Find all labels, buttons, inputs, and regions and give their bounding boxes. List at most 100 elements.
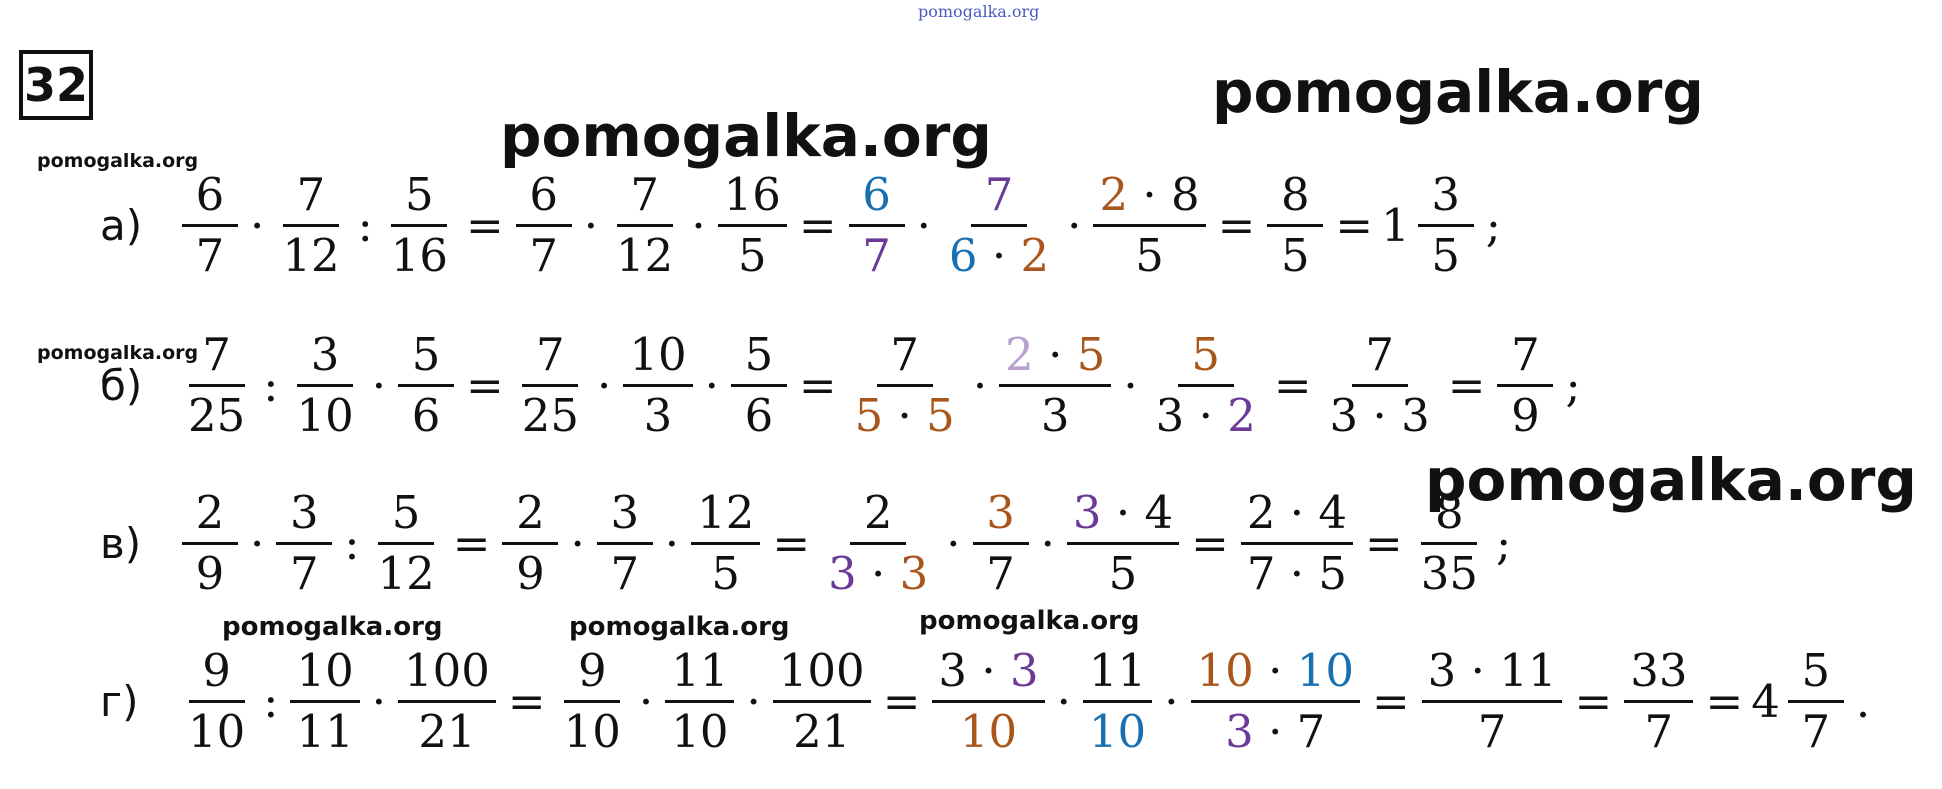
denominator: 6 bbox=[739, 387, 780, 445]
term: 33 bbox=[1630, 644, 1688, 697]
term: 10 bbox=[563, 705, 621, 758]
numerator: 16 bbox=[717, 166, 787, 227]
operator: · bbox=[746, 675, 761, 728]
denominator: 9 bbox=[190, 545, 231, 603]
operator: = bbox=[798, 359, 837, 412]
denominator: 10 bbox=[665, 703, 734, 761]
numerator: 7 bbox=[971, 166, 1028, 227]
operator: = bbox=[466, 199, 504, 252]
term: 5 bbox=[1135, 229, 1164, 282]
operator: · bbox=[704, 359, 719, 412]
term: 8 bbox=[1435, 486, 1464, 539]
term: 10 bbox=[1196, 644, 1254, 697]
term: 12 bbox=[282, 229, 340, 282]
denominator: 7 bbox=[856, 227, 897, 285]
operator: · bbox=[597, 359, 612, 412]
fraction: 100 21 bbox=[772, 642, 871, 761]
numerator: 3 · 3 bbox=[932, 642, 1045, 703]
operator: · bbox=[916, 199, 931, 252]
term: 5 bbox=[1076, 328, 1106, 381]
term: 3 · bbox=[1155, 389, 1228, 442]
operator: = bbox=[1705, 675, 1744, 728]
denominator: 9 bbox=[510, 545, 551, 603]
term: 3 · bbox=[938, 644, 1010, 697]
term: 12 bbox=[616, 229, 674, 282]
fraction: 3 10 bbox=[290, 326, 359, 445]
watermark: pomogalka.org bbox=[1425, 446, 1917, 514]
term: 7 bbox=[536, 328, 565, 381]
numerator: 8 bbox=[1267, 166, 1324, 227]
operator: · bbox=[638, 675, 654, 728]
denominator: 6 bbox=[406, 387, 447, 445]
whole-part: 1 bbox=[1381, 199, 1410, 252]
denominator: 10 bbox=[954, 703, 1023, 761]
site-link[interactable]: pomogalka.org bbox=[918, 2, 1040, 21]
fraction: 10 3 bbox=[623, 326, 693, 445]
operator: · bbox=[1123, 359, 1138, 412]
term: 2 bbox=[863, 486, 893, 539]
denominator: 5 bbox=[705, 545, 746, 603]
denominator: 16 bbox=[385, 227, 454, 285]
term: 6 bbox=[948, 229, 978, 282]
denominator: 7 bbox=[284, 545, 325, 603]
term: 12 bbox=[697, 486, 755, 539]
fraction: 7 12 bbox=[276, 166, 345, 285]
numerator: 7 bbox=[1351, 326, 1408, 387]
denominator: 3 bbox=[638, 387, 679, 445]
operator: · bbox=[1164, 675, 1179, 728]
fraction: 5 16 bbox=[385, 166, 454, 285]
operator: · bbox=[371, 359, 387, 412]
term: 10 bbox=[1296, 644, 1354, 697]
denominator: 25 bbox=[516, 387, 585, 445]
numerator: 2 · 4 bbox=[1240, 484, 1353, 545]
item-label: г) bbox=[100, 677, 139, 726]
fraction: 7 25 bbox=[182, 326, 251, 445]
term: 7 bbox=[1801, 705, 1831, 758]
term: 5 bbox=[1431, 229, 1461, 282]
operator: ; bbox=[1495, 517, 1512, 570]
term: 3 bbox=[1009, 644, 1039, 697]
term: 5 bbox=[391, 486, 421, 539]
term: 5 bbox=[411, 328, 441, 381]
equation-row: г) 9 10:10 11 · 100 21 = 9 10 · 11 10 · 100 21 = 3 · 3 10 ·… bbox=[100, 642, 1878, 761]
fraction: 11 10 bbox=[1082, 642, 1153, 761]
numerator: 5 bbox=[398, 326, 455, 387]
denominator: 5 bbox=[1275, 227, 1316, 285]
numerator: 3 bbox=[972, 484, 1029, 545]
term: · bbox=[856, 547, 900, 600]
denominator: 35 bbox=[1415, 545, 1484, 603]
numerator: 6 bbox=[182, 166, 238, 227]
operator: = bbox=[1365, 517, 1403, 570]
denominator: 6 · 2 bbox=[943, 227, 1055, 285]
denominator: 3 bbox=[1035, 387, 1076, 445]
numerator: 7 bbox=[188, 326, 245, 387]
numerator: 5 bbox=[730, 326, 787, 387]
denominator: 5 bbox=[1103, 545, 1144, 603]
fraction: 10 · 10 3 · 7 bbox=[1190, 642, 1360, 761]
operator: = bbox=[466, 359, 504, 412]
denominator: 7 bbox=[604, 545, 645, 603]
numerator: 7 bbox=[876, 326, 933, 387]
denominator: 5 bbox=[1425, 227, 1466, 285]
operator: · bbox=[972, 359, 988, 412]
operator: = bbox=[452, 517, 491, 570]
watermark: pomogalka.org bbox=[1212, 58, 1704, 126]
operator: : bbox=[344, 517, 360, 570]
operator: = bbox=[1371, 675, 1410, 728]
numerator: 3 bbox=[596, 484, 653, 545]
term: 8 bbox=[1281, 168, 1310, 221]
watermark: pomogalka.org bbox=[222, 612, 443, 642]
denominator: 7 bbox=[1472, 703, 1513, 761]
numerator: 2 · 8 bbox=[1093, 166, 1206, 227]
item-label: а) bbox=[100, 201, 143, 250]
term: 12 bbox=[377, 547, 435, 600]
